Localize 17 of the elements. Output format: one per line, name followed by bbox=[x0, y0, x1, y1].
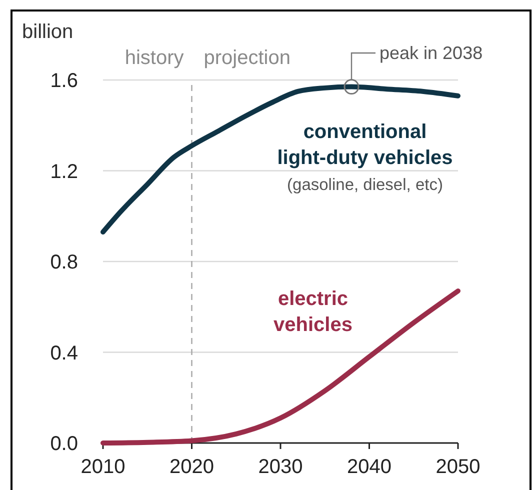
x-tick-label: 2030 bbox=[258, 456, 303, 478]
annotation: peak in 2038 bbox=[380, 43, 483, 63]
y-axis-title: billion bbox=[22, 21, 74, 43]
y-tick-label: 0.4 bbox=[50, 342, 78, 364]
x-tick-label: 2050 bbox=[436, 456, 480, 478]
x-tick-label: 2040 bbox=[347, 456, 392, 478]
text: projection bbox=[204, 47, 290, 69]
annotation: (gasoline, diesel, etc) bbox=[287, 176, 443, 194]
series-label: electric vehicles bbox=[274, 288, 352, 336]
y-tick-label: 0.8 bbox=[50, 252, 78, 274]
x-tick-label: 2010 bbox=[80, 456, 126, 478]
y-tick-label: 1.6 bbox=[50, 70, 78, 92]
series-label: conventional light-duty vehicles bbox=[277, 121, 453, 169]
y-tick-label: 1.2 bbox=[50, 160, 78, 183]
x-tick-label: 2020 bbox=[170, 456, 214, 478]
y-tick-label: 0.0 bbox=[50, 433, 78, 455]
text: history bbox=[124, 47, 184, 69]
